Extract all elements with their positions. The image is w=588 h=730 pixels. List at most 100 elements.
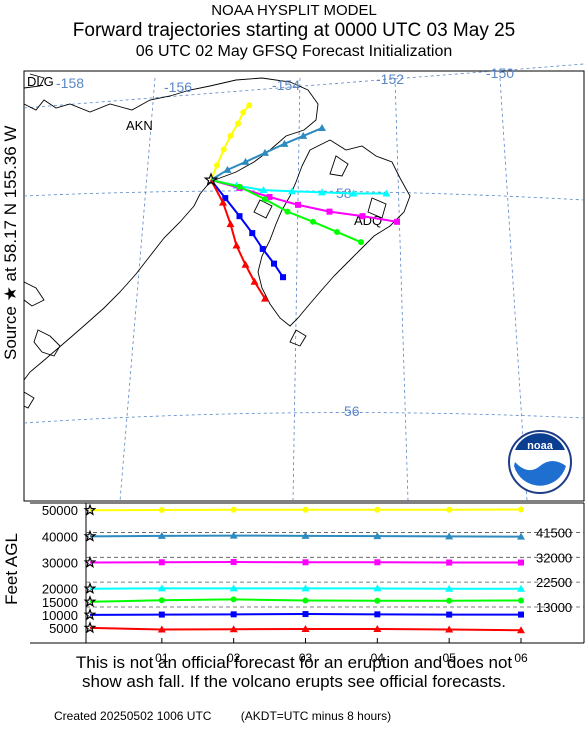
map-series-point <box>249 230 256 237</box>
altitude-series-point <box>517 626 525 634</box>
altitude-series-point <box>302 597 309 604</box>
coastlines <box>23 73 411 409</box>
map-series-point <box>262 196 268 203</box>
map-series-point <box>280 139 289 147</box>
reference-label: 22500 <box>536 575 572 590</box>
altitude-series-point <box>445 625 454 633</box>
altitude-series-point <box>446 597 453 604</box>
place-label: DLG <box>27 74 54 89</box>
map-series-point <box>394 218 400 225</box>
map-series-point <box>235 120 241 127</box>
y-tick-label: 10000 <box>42 608 78 623</box>
x-tick-label: 04 <box>371 651 385 665</box>
y-tick-label: 20000 <box>42 582 78 597</box>
map-series-point <box>358 239 364 246</box>
altitude-series-point <box>158 559 165 566</box>
x-tick-label: 06 <box>514 651 528 665</box>
altitude-series-point <box>158 611 165 618</box>
chart-title: Forward trajectories starting at 0000 UT… <box>72 20 516 41</box>
map-series-point <box>271 260 277 267</box>
map-series-point <box>232 241 241 249</box>
place-label: AKN <box>126 118 153 133</box>
map-series-point <box>222 195 229 202</box>
altitude-start-star-icon <box>83 621 97 634</box>
altitude-series-point <box>517 584 525 592</box>
altitude-series-point <box>230 559 237 566</box>
altitude-start-star-icon <box>83 555 97 569</box>
altitude-series-point <box>518 611 524 618</box>
y-tick-label: 30000 <box>42 556 78 571</box>
altitude-series-point <box>518 506 524 513</box>
altitude-series-point <box>445 532 454 540</box>
lon-label: -158 <box>56 75 84 91</box>
altitude-series-point <box>229 584 238 592</box>
map-series-point <box>359 213 366 220</box>
lat-label: 56 <box>344 403 360 419</box>
model-title: NOAA HYSPLIT MODEL <box>211 2 377 19</box>
altitude-series-point <box>517 532 525 540</box>
altitude-series-point <box>157 584 166 592</box>
altitude-series-point <box>157 625 166 633</box>
map-frame <box>23 70 585 502</box>
map-series-point <box>310 218 316 225</box>
altitude-series-point <box>302 611 309 618</box>
footer: Created 20250502 1006 UTC (AKDT=UTC minu… <box>54 709 391 723</box>
y-tick-label: 5000 <box>49 621 78 636</box>
reference-label: 13000 <box>536 600 572 615</box>
map-series-point <box>236 183 243 190</box>
map-series-point <box>220 146 227 153</box>
altitude-series-point <box>301 584 310 592</box>
map-series-point <box>284 208 291 215</box>
altitude-series-point <box>446 506 453 513</box>
timezone-note: (AKDT=UTC minus 8 hours) <box>240 709 392 723</box>
x-tick-label: 02 <box>227 651 241 665</box>
chart-subtitle: 06 UTC 02 May GFSQ Forecast Initializati… <box>135 43 453 60</box>
map-series-point <box>214 162 220 169</box>
map-series-point <box>382 189 391 197</box>
place-labels: DLG AKN ADQ <box>27 74 382 228</box>
altitude-series-point <box>518 597 524 604</box>
altitude-series-point <box>158 506 165 513</box>
map-series-point <box>227 132 234 139</box>
altitude-start-star-icon <box>83 503 97 516</box>
altitude-panel: 41500 32000 22500 13000 50000 40000 30000 2000… <box>30 502 585 665</box>
map-series-point <box>259 186 268 194</box>
altitude-series-point <box>229 625 238 633</box>
lon-label: -156 <box>164 79 192 95</box>
created-timestamp: Created 20250502 1006 UTC <box>54 709 212 723</box>
map-series-point <box>280 274 286 281</box>
altitude-series-point <box>445 584 454 592</box>
map-series-point <box>261 148 269 156</box>
altitude-series-point <box>301 624 310 632</box>
altitude-series-point <box>230 611 237 618</box>
map-series-point <box>299 131 308 139</box>
x-tick-label: 05 <box>442 651 456 665</box>
map-series-point <box>334 228 340 235</box>
lon-label: -154 <box>272 77 300 93</box>
altitude-series-point <box>374 506 381 513</box>
map-trajectories <box>203 102 400 302</box>
altitude-series-point <box>302 559 309 566</box>
altitude-start-star-icon <box>83 581 97 595</box>
altitude-series-point <box>302 506 309 513</box>
altitude-series-point <box>230 506 237 513</box>
y-tick-label: 50000 <box>42 503 78 518</box>
map-series-point <box>261 294 269 302</box>
map-series-point <box>241 157 250 165</box>
x-tick-label: 03 <box>299 651 313 665</box>
disclaimer-line: show ash fall. If the volcano erupts see… <box>82 672 506 691</box>
map-series-point <box>250 277 259 285</box>
map-series-point <box>318 124 326 132</box>
map-series-point <box>236 213 243 220</box>
altitude-start-star-icon <box>83 608 97 621</box>
map-series-point <box>318 188 326 196</box>
map-series-point <box>349 189 358 197</box>
map-series-point <box>288 187 296 195</box>
altitude-series-point <box>230 596 237 603</box>
map-series-point <box>295 201 301 208</box>
map-series-point <box>266 193 273 200</box>
map-series-point <box>246 102 253 109</box>
altitude-series-point <box>373 584 382 592</box>
altitude-series-point <box>446 559 453 566</box>
